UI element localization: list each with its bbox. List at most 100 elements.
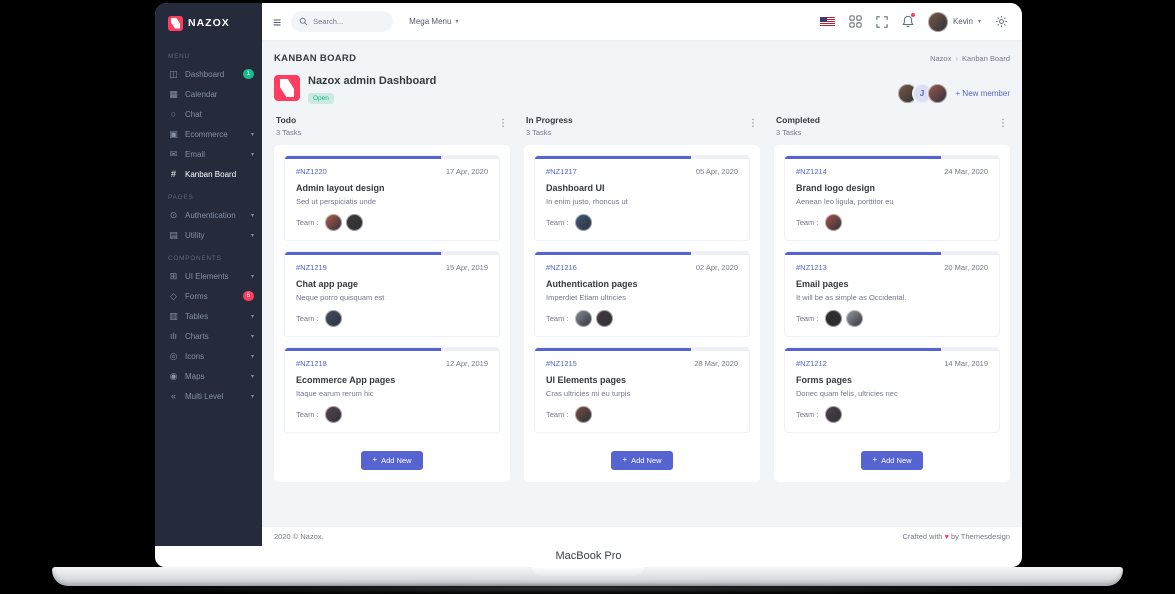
task-progress-track [535, 252, 749, 255]
task-description: Aenean leo ligula, porttitor eu [796, 197, 894, 206]
chevron-down-icon: ▾ [250, 313, 254, 320]
avatar-group [574, 310, 613, 327]
sidebar-item-tables[interactable]: ▥ Tables ▾ [155, 306, 262, 326]
kanban-column-todo: Todo 3 Tasks ⋮ #NZ1220 17 Apr, 2020 Admin lay… [274, 115, 510, 482]
avatar[interactable] [926, 83, 948, 104]
notifications-bell-icon[interactable] [902, 13, 915, 28]
avatar [824, 310, 842, 327]
user-menu[interactable]: Kevin ▾ [927, 11, 981, 32]
task-id-row: #NZ1213 20 Mar, 2020 [796, 263, 988, 272]
task-id-link[interactable]: #NZ1216 [546, 263, 577, 272]
sidebar-item-maps[interactable]: ◉ Maps ▾ [155, 366, 262, 386]
task-card-body: #NZ1215 28 Mar, 2020 UI Elements pages Cras… [535, 351, 749, 432]
task-title: Forms pages [796, 375, 853, 385]
task-title: Admin layout design [296, 183, 385, 193]
breadcrumb-item-nazox[interactable]: Nazox [930, 53, 952, 63]
task-id-link[interactable]: #NZ1214 [796, 167, 827, 176]
avatar-group [324, 406, 342, 423]
add-new-label: Add New [631, 455, 662, 465]
sidebar-item-utility[interactable]: ▤ Utility ▾ [155, 225, 262, 245]
task-card[interactable]: #NZ1220 17 Apr, 2020 Admin layout design Se… [284, 155, 500, 241]
task-progress-track [535, 348, 749, 351]
sidebar-item-chat[interactable]: ○ Chat [155, 104, 262, 124]
settings-gear-icon[interactable] [995, 15, 1008, 28]
task-id-link[interactable]: #NZ1220 [296, 167, 327, 176]
task-progress-track [785, 252, 999, 255]
task-card[interactable]: #NZ1218 12 Apr, 2019 Ecommerce App pages It… [284, 347, 500, 433]
new-member-button[interactable]: + New member [955, 89, 1010, 98]
footer: 2020 © Nazox. Crafted with ♥ by Themesdesi… [262, 526, 1022, 546]
sidebar-item-charts[interactable]: ılı Charts ▾ [155, 326, 262, 346]
column-title-wrap: In Progress 3 Tasks [526, 115, 573, 137]
avatar [824, 406, 842, 423]
task-card[interactable]: #NZ1217 05 Apr, 2020 Dashboard UI In enim j… [534, 155, 750, 241]
task-date: 02 Apr, 2020 [695, 263, 738, 272]
task-id-link[interactable]: #NZ1215 [546, 359, 577, 368]
sidebar-item-authentication[interactable]: ⊙ Authentication ▾ [155, 205, 262, 225]
task-id-link[interactable]: #NZ1217 [546, 167, 577, 176]
sidebar-item-icons[interactable]: ◎ Icons ▾ [155, 346, 262, 366]
sidebar-item-label: Kanban Board [185, 169, 237, 179]
kanban-column-body: #NZ1217 05 Apr, 2020 Dashboard UI In enim j… [524, 145, 760, 482]
more-options-icon[interactable]: ⋮ [498, 118, 508, 129]
team-label: Team : [796, 314, 819, 323]
dashboard-icon: ◫ [169, 69, 178, 79]
sidebar-item-dashboard[interactable]: ◫ Dashboard 1 [155, 64, 262, 84]
hamburger-menu-icon[interactable]: ≡ [273, 13, 282, 30]
email-icon: ✉ [169, 149, 178, 159]
sidebar-item-kanban-board[interactable]: # Kanban Board [155, 164, 262, 184]
add-new-wrap: + Add New [534, 443, 750, 470]
app-logo[interactable]: NAZOX [155, 3, 262, 43]
task-id-link[interactable]: #NZ1213 [796, 263, 827, 272]
task-card[interactable]: #NZ1213 20 Mar, 2020 Email pages It will be… [784, 251, 1000, 337]
task-card[interactable]: #NZ1212 14 Mar, 2019 Forms pages Donec quam… [784, 347, 1000, 433]
task-title: Authentication pages [546, 279, 638, 289]
laptop-notch [531, 567, 644, 576]
more-options-icon[interactable]: ⋮ [748, 118, 758, 129]
avatar-group [824, 310, 863, 327]
task-title: Ecommerce App pages [296, 375, 396, 385]
sidebar-item-calendar[interactable]: ▦ Calendar [155, 84, 262, 104]
notification-dot [910, 13, 915, 17]
avatar [574, 310, 592, 327]
task-card[interactable]: #NZ1215 28 Mar, 2020 UI Elements pages Cras… [534, 347, 750, 433]
task-card[interactable]: #NZ1216 02 Apr, 2020 Authentication pages I… [534, 251, 750, 337]
team-label: Team : [546, 410, 569, 419]
mega-menu-button[interactable]: Mega Menu ▾ [409, 17, 458, 26]
task-id-row: #NZ1212 14 Mar, 2019 [796, 359, 988, 368]
fullscreen-icon[interactable] [876, 15, 888, 28]
task-card[interactable]: #NZ1219 15 Apr, 2019 Chat app page Neque po… [284, 251, 500, 337]
task-id-link[interactable]: #NZ1212 [796, 359, 827, 368]
task-card[interactable]: #NZ1214 24 Mar, 2020 Brand logo design Aene… [784, 155, 1000, 241]
kanban-column-body: #NZ1220 17 Apr, 2020 Admin layout design Se… [274, 145, 510, 482]
sidebar-item-forms[interactable]: ◇ Forms 6 [155, 286, 262, 306]
task-id-link[interactable]: #NZ1219 [296, 263, 327, 272]
chevron-down-icon: ▾ [977, 19, 981, 25]
sidebar-item-email[interactable]: ✉ Email ▾ [155, 144, 262, 164]
add-new-button[interactable]: + Add New [361, 450, 423, 470]
language-flag-icon[interactable] [819, 16, 835, 27]
add-new-button[interactable]: + Add New [611, 450, 673, 470]
column-task-count: 3 Tasks [526, 128, 552, 137]
sidebar-item-label: Charts [185, 331, 209, 341]
authentication-icon: ⊙ [169, 210, 178, 220]
task-date: 24 Mar, 2020 [944, 167, 988, 176]
add-new-button[interactable]: + Add New [861, 450, 923, 470]
task-id-link[interactable]: #NZ1218 [296, 359, 327, 368]
sidebar-section-label: PAGES [168, 194, 194, 201]
sidebar-item-multi-level[interactable]: « Multi Level ▾ [155, 386, 262, 406]
chevron-down-icon: ▾ [250, 353, 254, 360]
task-id-row: #NZ1214 24 Mar, 2020 [796, 167, 988, 176]
sidebar-item-label: Icons [185, 351, 205, 361]
apps-grid-icon[interactable] [849, 15, 862, 28]
task-progress-bar [785, 348, 942, 351]
sidebar-item-ui-elements[interactable]: ⊞ UI Elements ▾ [155, 266, 262, 286]
device-label: MacBook Pro [555, 550, 622, 562]
task-team: Team : [796, 214, 988, 231]
avatar [324, 406, 342, 423]
more-options-icon[interactable]: ⋮ [998, 118, 1008, 129]
search-box[interactable] [291, 11, 394, 32]
search-input[interactable] [313, 17, 384, 26]
avatar [574, 406, 592, 423]
sidebar-item-ecommerce[interactable]: ▣ Ecommerce ▾ [155, 124, 262, 144]
